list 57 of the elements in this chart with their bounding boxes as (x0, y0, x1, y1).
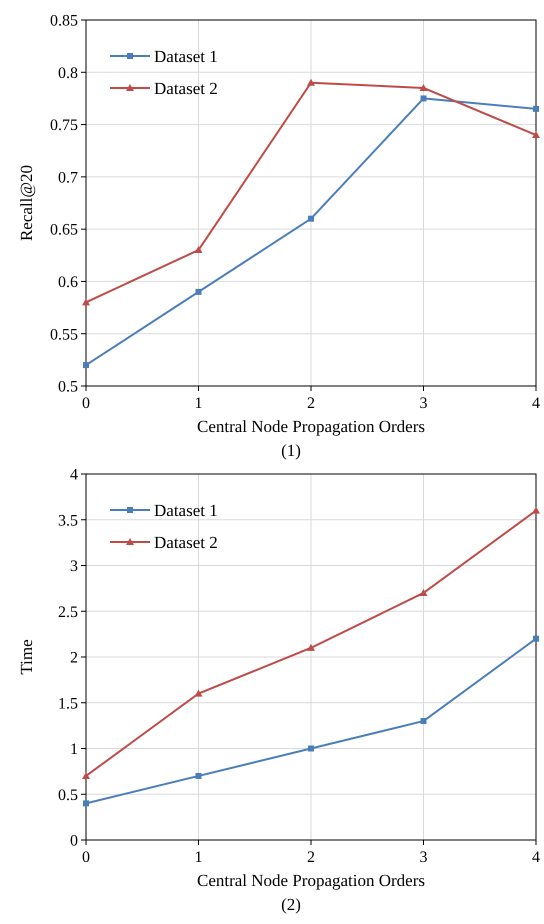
y-tick-label: 0.55 (50, 326, 78, 344)
y-tick-label: 2.5 (58, 604, 78, 621)
point (82, 298, 90, 306)
y-tick-label: 0.75 (50, 117, 78, 134)
x-tick-label: 0 (82, 395, 90, 412)
y-tick-label: 3.5 (58, 512, 78, 530)
point (420, 84, 428, 91)
y-tick-label: 0.5 (58, 378, 78, 396)
point (532, 131, 540, 138)
y-tick-label: 0.85 (50, 12, 78, 30)
x-tick-label: 2 (307, 849, 315, 866)
y-tick-label: 3 (70, 558, 78, 576)
point (83, 800, 89, 806)
x-tick-label: 1 (194, 395, 202, 412)
point (420, 718, 426, 724)
point (82, 772, 90, 779)
point (420, 588, 428, 596)
point (533, 106, 539, 112)
x-tick-label: 4 (532, 849, 540, 866)
y-tick-label: 0.5 (58, 786, 78, 804)
x-axis-title: Central Node Propagation Orders (196, 871, 426, 890)
y-tick-label: 2 (70, 650, 78, 667)
point (307, 644, 315, 651)
point (308, 746, 314, 752)
x-tick-label: 2 (307, 395, 315, 412)
legend-label: Dataset 2 (154, 532, 218, 552)
text: (2) (281, 895, 301, 914)
y-tick-label: 0.8 (58, 64, 78, 82)
x-tick-label: 3 (420, 395, 428, 412)
x-tick-label: 3 (420, 849, 428, 866)
y-tick-label: 0.6 (58, 274, 78, 292)
y-tick-label: 4 (70, 466, 78, 484)
point (196, 288, 202, 295)
y-axis-title: Time (17, 639, 36, 675)
legend-label: Dataset 2 (154, 78, 218, 98)
y-tick-label: 1 (70, 741, 78, 758)
point (83, 362, 89, 368)
point (194, 246, 202, 254)
x-axis-title: Central Node Propagation Orders (196, 417, 426, 436)
point (532, 506, 540, 514)
y-tick-label: 1.5 (58, 695, 78, 712)
y-tick-label: 0.7 (58, 169, 78, 186)
legend-label: Dataset 1 (154, 500, 218, 520)
x-tick-label: 0 (82, 849, 90, 866)
text: (1) (281, 441, 301, 460)
x-tick-label: 1 (194, 849, 202, 866)
y-tick-label: 0.65 (50, 222, 78, 239)
point (307, 78, 315, 86)
point (196, 772, 202, 779)
point (308, 216, 314, 222)
legend-label: Dataset 1 (154, 46, 218, 66)
point (194, 690, 202, 697)
y-axis-title: Recall@20 (17, 164, 36, 242)
y-tick-label: 0 (70, 832, 78, 850)
x-tick-label: 4 (532, 395, 540, 412)
point (420, 95, 426, 102)
point (533, 636, 539, 642)
